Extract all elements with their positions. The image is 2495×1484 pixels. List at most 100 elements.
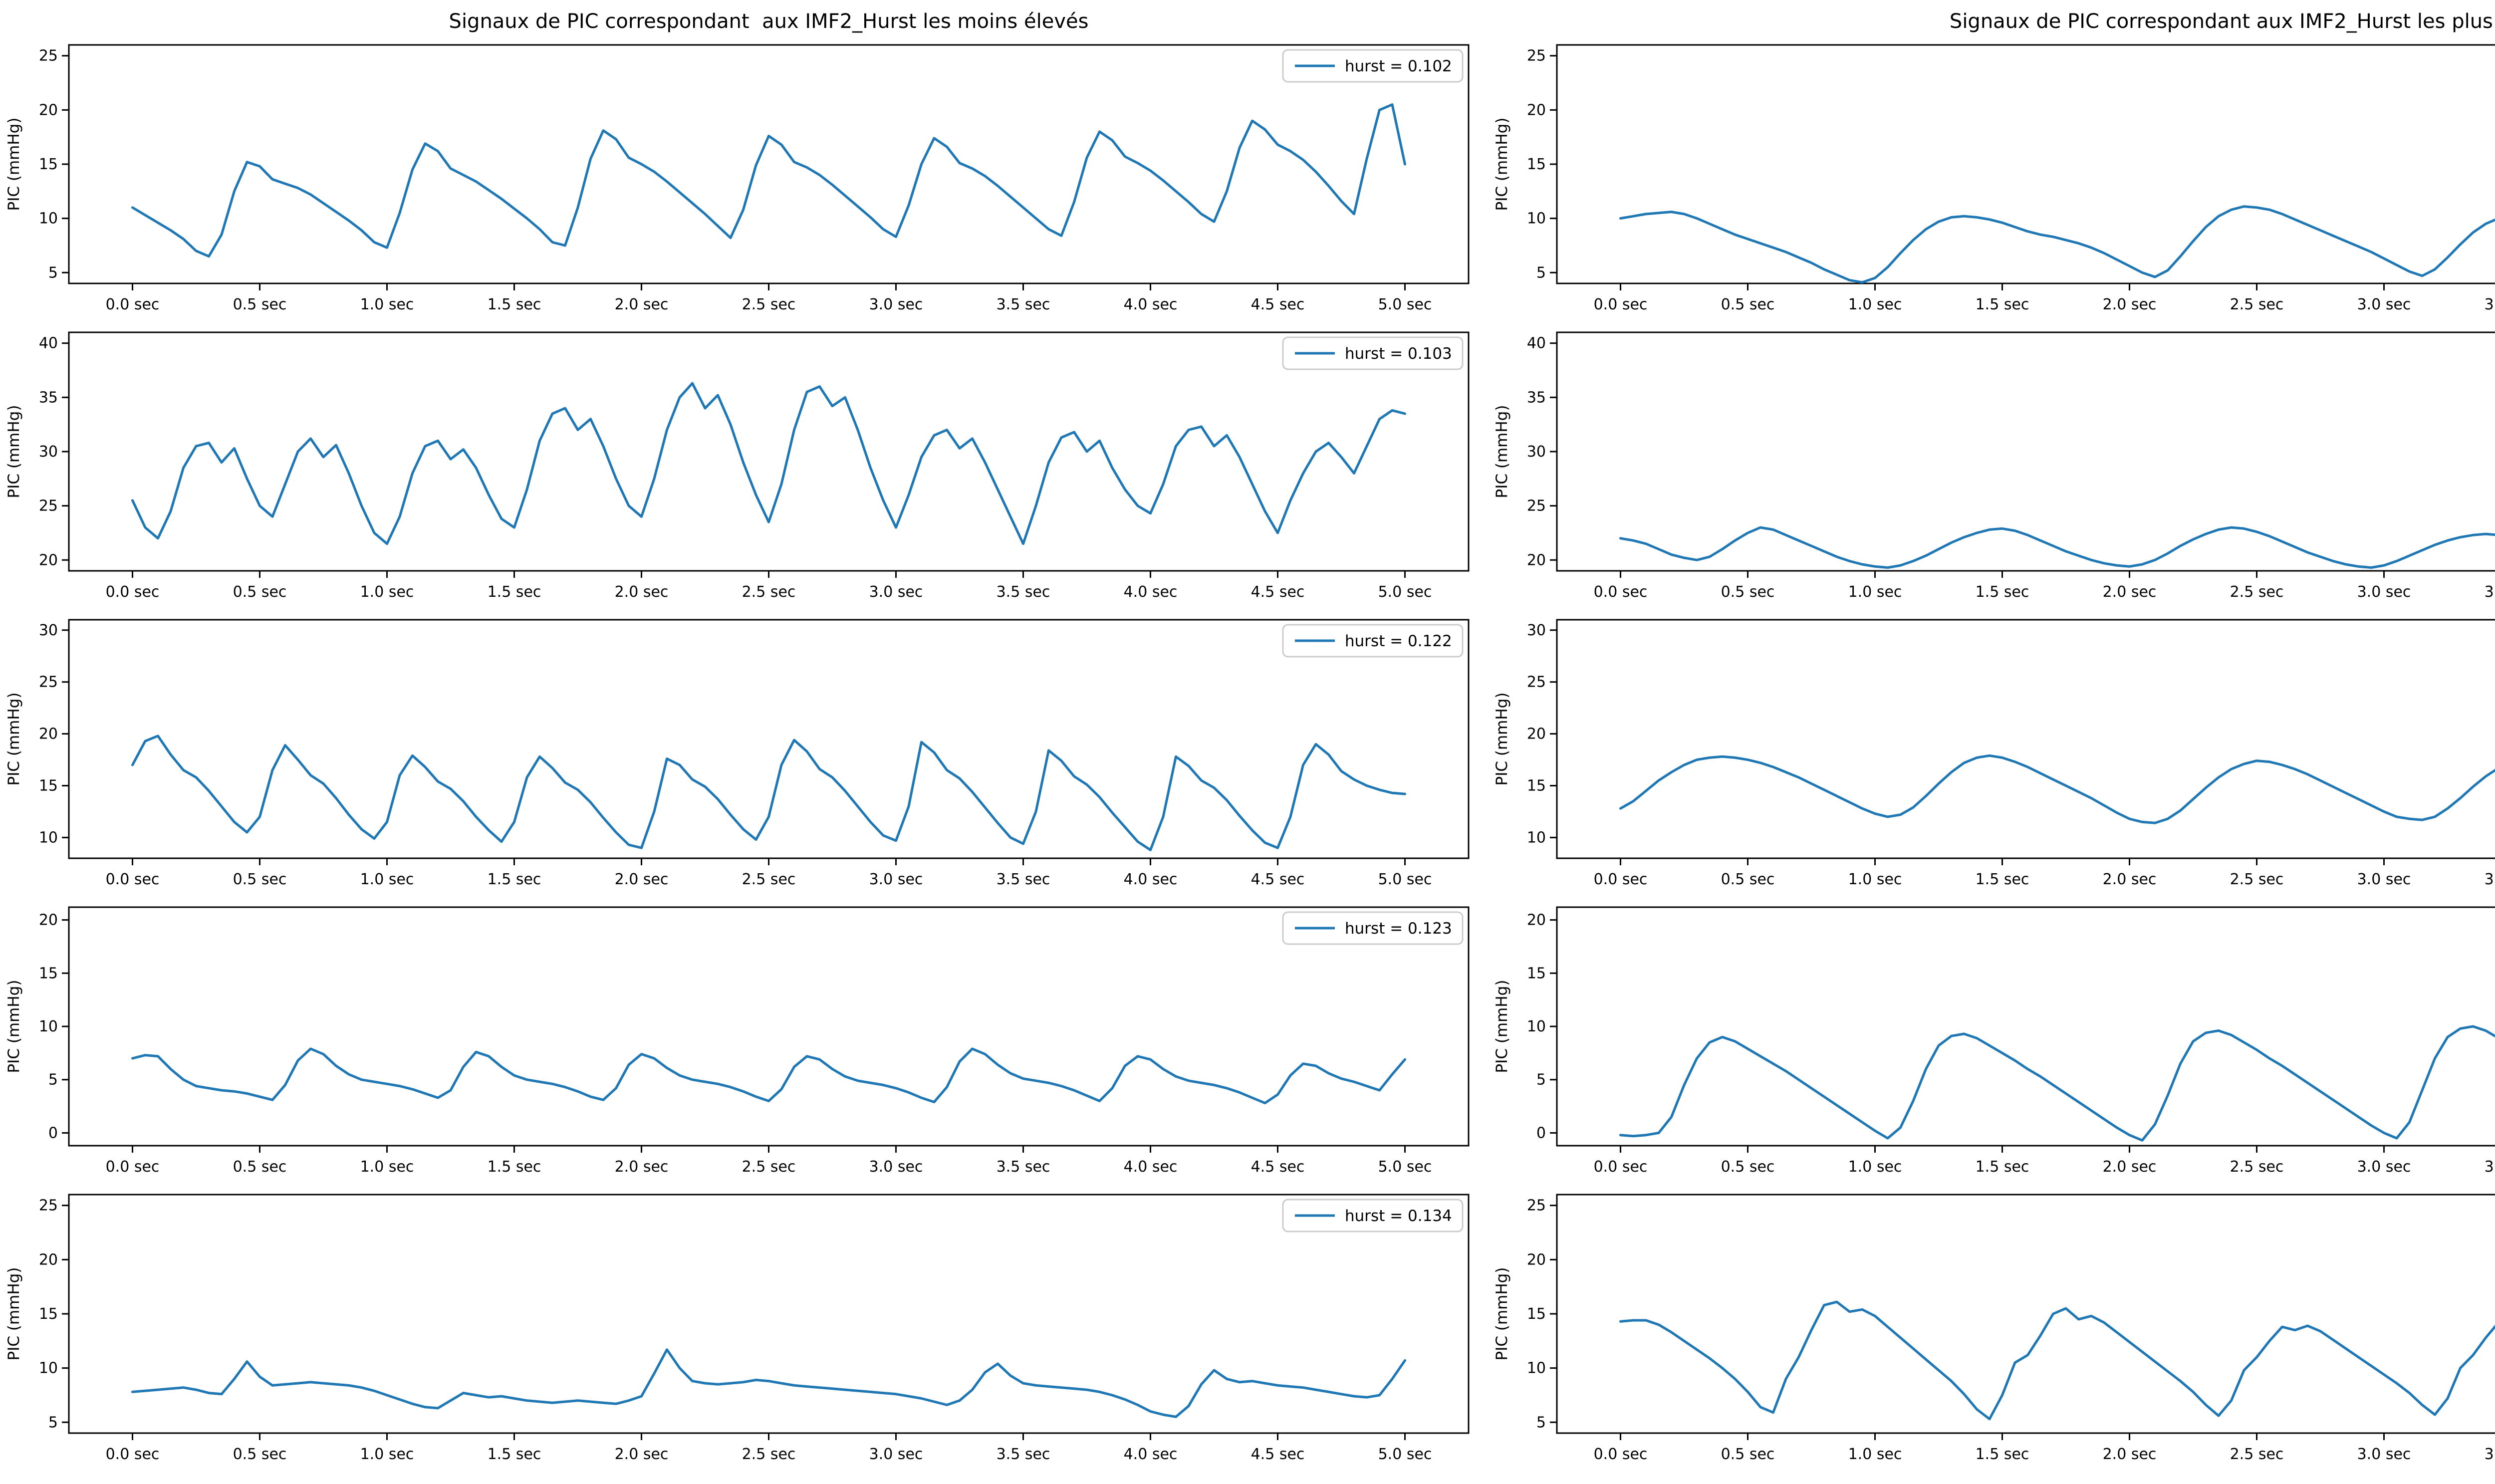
y-axis-label: PIC (mmHg) (1493, 693, 1511, 786)
x-tick-label: 0.0 sec (106, 1446, 160, 1463)
series-line (1619, 754, 2495, 824)
subplot-row1-left: Signaux de PIC correspondant aux IMF2_Hu… (4, 7, 1486, 321)
subplot-row3-left: 0.0 sec 0.5 sec 1.0 sec 1.5 sec 2.0 sec 2.5 s… (4, 616, 1486, 896)
legend-box (1282, 1199, 1464, 1233)
x-tick-label: 4.0 sec (1124, 1446, 1178, 1463)
x-tick-label: 3.5 sec (2485, 296, 2495, 313)
x-tick-label: 0.5 sec (1721, 583, 1775, 601)
legend-box (1282, 911, 1464, 945)
x-tick-label: 0.5 sec (233, 1158, 287, 1176)
x-tick-label: 2.0 sec (615, 871, 669, 888)
x-tick-label: 0.0 sec (106, 296, 160, 313)
legend-label: hurst = 0.123 (1345, 920, 1452, 938)
series-line (1619, 205, 2495, 284)
x-tick-label: 2.5 sec (742, 871, 796, 888)
x-tick-label: 3.5 sec (2485, 1446, 2495, 1463)
y-tick-label: 40 (1527, 335, 1546, 352)
x-tick-label: 1.0 sec (360, 1446, 414, 1463)
y-axis-label: PIC (mmHg) (5, 693, 23, 786)
x-tick-label: 3.5 sec (2485, 871, 2495, 888)
x-tick-label: 3.0 sec (869, 583, 923, 601)
x-tick-label: 3.0 sec (2357, 871, 2411, 888)
x-tick-label: 1.5 sec (1976, 1446, 2029, 1463)
y-tick-label: 10 (1527, 1360, 1546, 1377)
x-tick-label: 3.5 sec (997, 583, 1050, 601)
legend-box (1282, 624, 1464, 658)
y-tick-label: 15 (39, 156, 58, 173)
x-tick-label: 2.5 sec (2230, 1158, 2284, 1176)
y-tick-label: 25 (1527, 674, 1546, 691)
y-axis-label: PIC (mmHg) (5, 980, 23, 1073)
y-axis-label: PIC (mmHg) (5, 118, 23, 211)
x-tick-label: 0.5 sec (1721, 1158, 1775, 1176)
x-tick-label: 5.0 sec (1378, 1158, 1432, 1176)
y-tick-label: 35 (1527, 389, 1546, 406)
y-tick-label: 30 (1527, 622, 1546, 639)
series-line (131, 1047, 1406, 1105)
y-tick-label: 5 (1536, 1071, 1546, 1089)
x-tick-label: 5.0 sec (1378, 296, 1432, 313)
x-tick-label: 2.0 sec (2103, 1158, 2157, 1176)
x-tick-label: 2.5 sec (742, 1158, 796, 1176)
y-tick-label: 25 (39, 497, 58, 515)
y-tick-label: 10 (1527, 210, 1546, 228)
x-tick-label: 4.5 sec (1251, 1446, 1305, 1463)
axes-frame (1556, 906, 2495, 1147)
y-tick-label: 5 (48, 1414, 58, 1431)
series-line (1619, 526, 2495, 569)
x-tick-label: 1.5 sec (488, 1446, 541, 1463)
x-tick-label: 1.0 sec (360, 296, 414, 313)
x-tick-label: 2.5 sec (742, 583, 796, 601)
y-tick-label: 5 (48, 264, 58, 281)
x-tick-label: 0.0 sec (1594, 583, 1648, 601)
legend-label: hurst = 0.102 (1345, 57, 1452, 75)
x-tick-label: 3.0 sec (2357, 583, 2411, 601)
y-tick-label: 25 (39, 674, 58, 691)
axes-frame (68, 331, 1470, 572)
y-tick-label: 10 (39, 1360, 58, 1377)
x-tick-label: 0.5 sec (1721, 296, 1775, 313)
axes-frame (1556, 44, 2495, 284)
subplot-row5-left: 0.0 sec 0.5 sec 1.0 sec 1.5 sec 2.0 sec 2.5 s… (4, 1191, 1486, 1471)
x-tick-label: 2.0 sec (2103, 871, 2157, 888)
y-tick-label: 20 (39, 101, 58, 119)
x-tick-label: 2.0 sec (615, 1158, 669, 1176)
y-tick-label: 25 (1527, 1197, 1546, 1215)
x-tick-label: 5.0 sec (1378, 1446, 1432, 1463)
subplot-row1-right: Signaux de PIC correspondant aux IMF2_Hu… (1492, 7, 2495, 321)
x-tick-label: 4.5 sec (1251, 1158, 1305, 1176)
x-tick-label: 1.0 sec (360, 1158, 414, 1176)
x-tick-label: 2.5 sec (2230, 871, 2284, 888)
x-tick-label: 2.0 sec (615, 583, 669, 601)
y-tick-label: 20 (39, 1251, 58, 1268)
column-title-right: Signaux de PIC correspondant aux IMF2_Hu… (1949, 10, 2493, 33)
y-tick-label: 25 (39, 47, 58, 65)
axes-frame (1556, 1194, 2495, 1434)
x-tick-label: 2.5 sec (742, 296, 796, 313)
y-tick-label: 20 (39, 726, 58, 743)
x-tick-label: 2.0 sec (2103, 1446, 2157, 1463)
axes-frame (68, 1194, 1470, 1434)
x-tick-label: 1.0 sec (1848, 583, 1902, 601)
y-tick-label: 30 (1527, 443, 1546, 461)
x-tick-label: 0.0 sec (1594, 871, 1648, 888)
x-tick-label: 3.0 sec (869, 871, 923, 888)
legend-box (1282, 336, 1464, 370)
chart-plus-row1: 0.0 sec 0.5 sec 1.0 sec 1.5 sec 2.0 sec 2.5 s… (1493, 44, 2495, 313)
series-line (131, 735, 1406, 851)
y-tick-label: 25 (1527, 497, 1546, 515)
series-line (1619, 1025, 2495, 1142)
x-tick-label: 1.0 sec (1848, 871, 1902, 888)
chart-moins-row1: 0.0 sec 0.5 sec 1.0 sec 1.5 sec 2.0 sec 2.5 s… (5, 44, 1470, 313)
x-tick-label: 0.0 sec (1594, 296, 1648, 313)
x-tick-label: 3.5 sec (997, 1158, 1050, 1176)
x-tick-label: 1.5 sec (1976, 871, 2029, 888)
y-tick-label: 10 (1527, 829, 1546, 846)
axes-frame (68, 906, 1470, 1147)
series-line (131, 382, 1406, 545)
series-line (131, 1348, 1406, 1418)
y-tick-label: 15 (1527, 965, 1546, 982)
chart-moins-row2: 0.0 sec 0.5 sec 1.0 sec 1.5 sec 2.0 sec 2.5 s… (5, 331, 1470, 601)
y-axis-label: PIC (mmHg) (5, 1267, 23, 1361)
